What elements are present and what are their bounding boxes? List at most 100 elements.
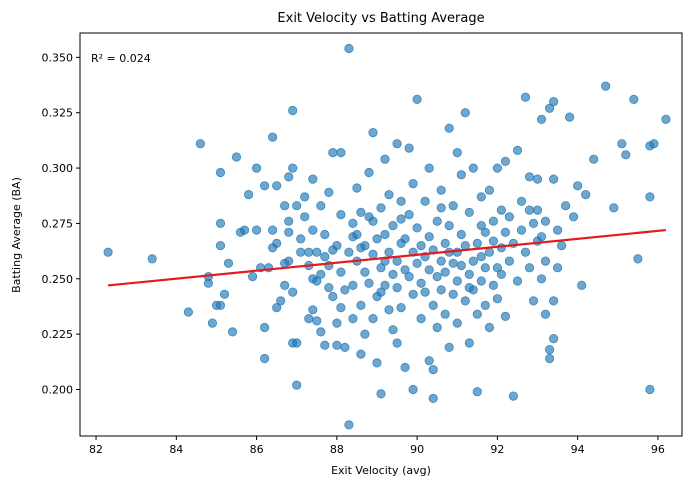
data-point: [500, 311, 510, 321]
data-point: [468, 256, 478, 266]
data-point: [464, 338, 474, 348]
data-point: [348, 218, 358, 228]
data-point: [520, 92, 531, 102]
data-point: [248, 271, 258, 282]
data-point: [380, 154, 390, 164]
data-point: [492, 163, 502, 173]
data-point: [231, 152, 242, 162]
data-point: [573, 181, 583, 191]
data-point: [629, 94, 639, 105]
data-point: [552, 225, 563, 235]
data-point: [324, 282, 334, 293]
data-point: [259, 353, 270, 364]
data-point: [428, 364, 438, 375]
data-point: [444, 342, 454, 352]
x-tick-label: 92: [490, 443, 504, 456]
x-tick-label: 84: [169, 443, 183, 456]
data-point: [408, 179, 418, 189]
data-point: [581, 190, 591, 200]
data-point: [488, 280, 498, 290]
data-point: [548, 333, 559, 344]
data-point: [416, 313, 426, 324]
data-point: [504, 212, 514, 222]
data-point: [340, 285, 350, 295]
data-point: [460, 241, 470, 251]
data-point: [480, 263, 490, 273]
data-point: [464, 282, 474, 293]
data-point: [316, 327, 326, 337]
data-point: [400, 362, 410, 372]
x-tick-label: 90: [410, 443, 424, 456]
data-point: [633, 254, 643, 264]
data-point: [480, 300, 490, 310]
data-point: [360, 241, 370, 251]
data-point: [252, 163, 262, 173]
data-point: [448, 258, 458, 268]
data-point: [548, 174, 559, 184]
data-point: [424, 265, 434, 275]
data-point: [360, 267, 370, 277]
data-point: [428, 393, 438, 403]
data-point: [568, 212, 579, 222]
data-point: [336, 148, 346, 158]
data-point: [528, 218, 539, 228]
data-point: [476, 276, 486, 286]
data-point: [424, 356, 434, 366]
data-point: [444, 221, 454, 231]
data-point: [577, 280, 587, 290]
data-point: [472, 387, 482, 397]
data-point: [448, 201, 458, 211]
data-point: [528, 296, 539, 306]
data-point: [412, 223, 422, 233]
data-point: [408, 384, 418, 395]
data-point: [384, 247, 394, 257]
data-point: [516, 225, 527, 235]
data-point: [396, 214, 406, 224]
data-point: [404, 210, 414, 220]
data-point: [292, 201, 302, 211]
data-point: [452, 247, 462, 257]
data-point: [524, 263, 535, 273]
data-point: [400, 265, 410, 275]
data-point: [621, 150, 631, 160]
data-point: [456, 170, 466, 180]
data-point: [368, 216, 378, 226]
data-point: [404, 143, 414, 153]
data-point: [259, 181, 270, 191]
data-point: [288, 287, 298, 297]
data-point: [432, 322, 442, 333]
data-point: [292, 380, 302, 390]
data-point: [388, 221, 398, 231]
data-point: [609, 203, 619, 213]
x-tick-label: 86: [250, 443, 264, 456]
data-point: [484, 322, 494, 333]
data-point: [484, 185, 494, 195]
x-tick-label: 94: [571, 443, 585, 456]
data-point: [267, 225, 278, 235]
data-point: [215, 167, 226, 178]
data-point: [524, 205, 535, 215]
data-point: [440, 309, 450, 319]
data-point: [492, 263, 502, 273]
data-point: [356, 349, 366, 359]
y-tick-label: 0.300: [42, 162, 74, 175]
data-point: [512, 276, 523, 286]
data-point: [392, 139, 402, 149]
data-point: [412, 258, 422, 268]
y-axis: 0.200 0.225 0.250 0.275 0.300 0.325 0.350: [42, 51, 80, 397]
data-point: [452, 276, 462, 286]
data-point: [420, 196, 430, 206]
data-point: [504, 256, 514, 266]
data-point: [356, 300, 366, 310]
data-point: [484, 247, 494, 257]
data-point: [388, 269, 398, 279]
chart-title: Exit Velocity vs Batting Average: [277, 11, 484, 26]
data-point: [464, 269, 474, 279]
x-tick-label: 82: [89, 443, 103, 456]
data-point: [364, 167, 374, 178]
data-point: [536, 274, 547, 284]
data-point: [384, 190, 394, 200]
data-point: [203, 278, 213, 288]
data-point: [544, 353, 555, 364]
data-point: [368, 128, 378, 138]
